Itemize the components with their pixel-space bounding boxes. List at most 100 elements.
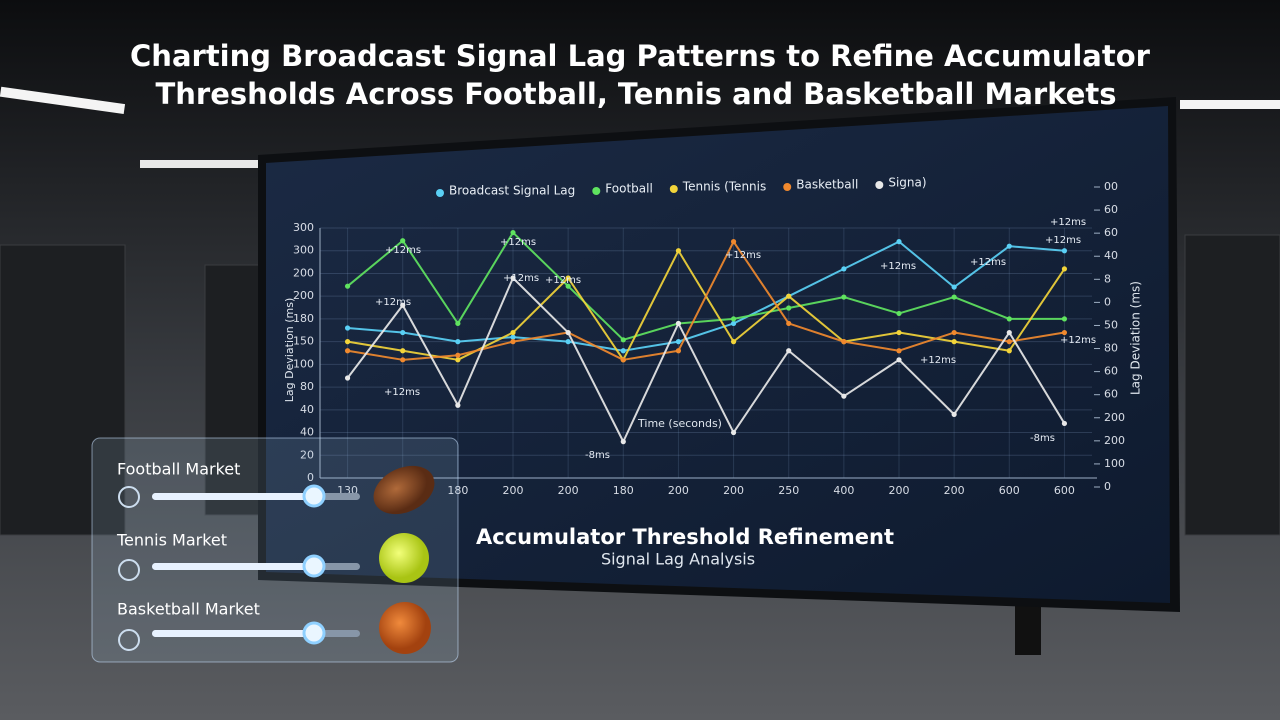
annotation: +12ms [725, 250, 761, 261]
slider[interactable] [118, 621, 360, 651]
control-label: Basketball Market [117, 600, 260, 619]
y2-tick-label: 00 [1104, 180, 1118, 193]
x-tick-label: 600 [1054, 484, 1075, 497]
control-label: Tennis Market [116, 531, 227, 550]
annotation: +12ms [500, 237, 536, 248]
data-point [786, 293, 792, 299]
toggle[interactable] [118, 486, 140, 508]
y-tick-label: 80 [300, 380, 314, 393]
legend-label: Basketball [796, 178, 858, 192]
data-point [841, 266, 847, 272]
data-point [951, 411, 957, 417]
ceiling-light [0, 86, 126, 114]
data-point [510, 229, 516, 236]
toggle[interactable] [118, 629, 140, 651]
data-point [730, 316, 737, 322]
data-point [1061, 248, 1068, 254]
data-point [1006, 339, 1012, 345]
x-tick-label: 200 [668, 484, 689, 497]
legend-swatch [669, 185, 678, 193]
y-tick-label: 180 [293, 312, 314, 325]
annotation: +12ms [880, 261, 916, 272]
data-point [400, 357, 406, 363]
y-tick-label: 300 [293, 221, 314, 234]
control-label: Football Market [117, 460, 240, 479]
data-point [455, 402, 461, 408]
slider[interactable] [118, 484, 360, 508]
basketball-icon [379, 602, 431, 654]
data-point [675, 320, 682, 327]
data-point [400, 329, 406, 336]
slider-thumb[interactable] [302, 554, 326, 578]
y-axis-label: Lag Deviation (ms) [283, 298, 296, 403]
legend-swatch [783, 183, 792, 191]
data-point [1006, 243, 1012, 249]
football-icon [373, 465, 435, 515]
slider-fill [152, 493, 314, 500]
series-line [346, 277, 1066, 443]
x-axis-label: Time (seconds) [637, 417, 722, 430]
data-point [841, 339, 847, 345]
data-point [344, 375, 351, 381]
data-point [455, 352, 461, 358]
data-point [951, 329, 957, 336]
x-tick-label: 180 [613, 484, 634, 497]
data-point [620, 357, 626, 363]
slider-thumb[interactable] [302, 484, 326, 508]
ceiling-light [1180, 100, 1280, 109]
data-point [1061, 316, 1068, 322]
y-tick-label: 150 [293, 335, 314, 348]
y2-tick-label: 100 [1104, 457, 1125, 470]
data-point [896, 310, 902, 317]
legend-swatch [592, 187, 601, 195]
series-line [347, 240, 1065, 352]
data-point [786, 305, 792, 311]
data-point [896, 348, 902, 354]
tennis-ball-icon [379, 533, 429, 583]
data-point [730, 239, 737, 245]
x-tick-label: 250 [778, 484, 799, 497]
y-tick-label: 200 [293, 266, 314, 279]
chart-subtitle: Signal Lag Analysis [601, 550, 755, 569]
data-point [1006, 348, 1012, 354]
data-point [455, 357, 461, 363]
data-point [730, 429, 737, 436]
y-tick-label: 20 [300, 448, 314, 461]
chart-title: Accumulator Threshold Refinement [476, 525, 894, 549]
server-rack [0, 244, 126, 536]
annotation: +12ms [1050, 217, 1086, 228]
data-point [510, 329, 516, 336]
data-point [510, 275, 516, 281]
slider-thumb[interactable] [302, 621, 326, 645]
data-point [675, 339, 682, 345]
y-tick-label: 200 [293, 289, 314, 302]
data-point [400, 348, 406, 354]
page-title: Thresholds Across Football, Tennis and B… [156, 77, 1117, 111]
data-point [841, 294, 847, 300]
y2-tick-label: 80 [1104, 342, 1118, 355]
y2-tick-label: 60 [1104, 388, 1118, 401]
monitor-stand [1015, 605, 1041, 655]
toggle[interactable] [118, 559, 140, 581]
data-point [510, 334, 516, 340]
data-point [675, 248, 682, 254]
data-point [455, 320, 461, 327]
legend-swatch [875, 181, 884, 189]
annotation: -8ms [1030, 433, 1055, 444]
x-tick-label: 200 [558, 484, 579, 497]
slider[interactable] [118, 554, 360, 581]
annotation: +12ms [545, 275, 581, 286]
data-point [896, 239, 902, 245]
y2-tick-label: 60 [1104, 226, 1118, 239]
x-tick-label: 200 [723, 484, 744, 497]
y2-axis-label: Lag Deviation (ms) [1129, 281, 1143, 395]
x-tick-label: 400 [833, 484, 854, 497]
x-tick-label: 200 [889, 484, 910, 497]
annotation: +12ms [375, 297, 411, 308]
data-point [1061, 329, 1068, 336]
server-rack [1184, 234, 1280, 536]
chart: 0204040801001501802002003003000100200200… [293, 176, 1125, 498]
x-tick-label: 200 [503, 484, 524, 497]
legend-label: Tennis (Tennis [682, 180, 766, 194]
